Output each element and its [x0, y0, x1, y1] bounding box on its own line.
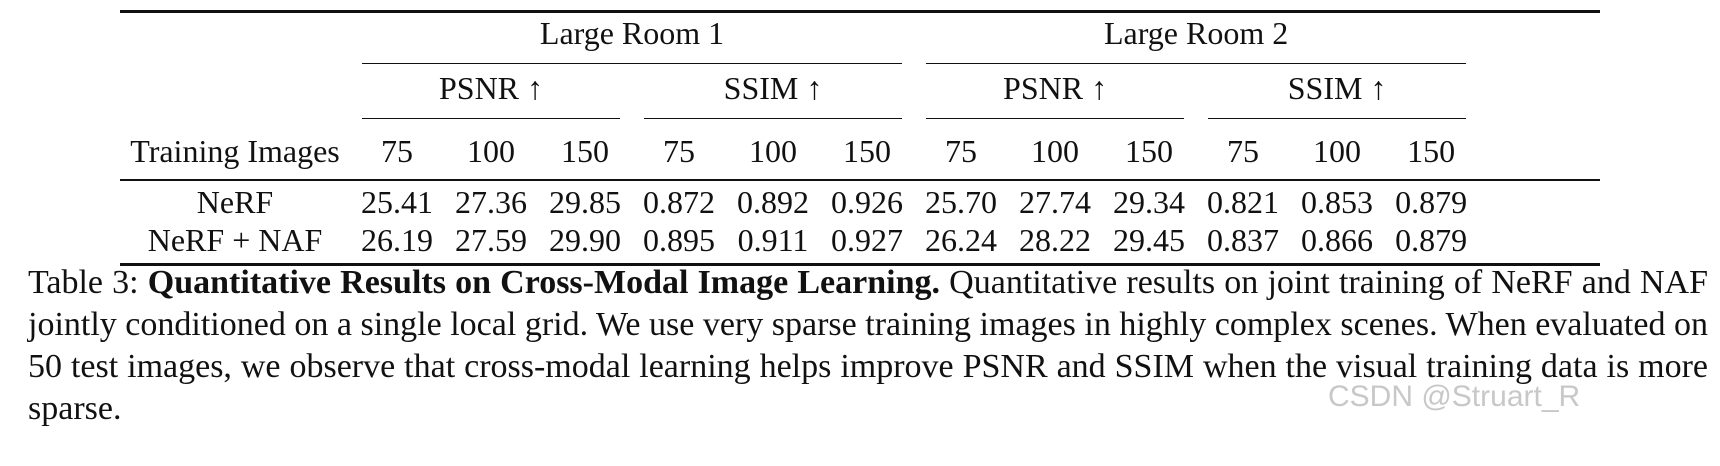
- empty-training-trailing: [1478, 123, 1601, 181]
- value-cell: 0.926: [831, 184, 904, 220]
- group-label-large-room-1: Large Room 1: [362, 17, 903, 64]
- value-cell: 25.41: [361, 184, 433, 220]
- value-cell-best: 0.837: [1207, 222, 1280, 258]
- caption-text: Quantitative results on joint training o…: [28, 264, 1708, 427]
- group-header-large-room-1: Large Room 1: [350, 10, 915, 67]
- metric-label: SSIM ↑: [644, 72, 903, 119]
- value-cell: 29.34: [1113, 184, 1186, 220]
- metric-header-row: PSNR ↑ SSIM ↑ PSNR ↑ SSIM ↑: [120, 67, 1600, 123]
- training-count-cell: 75: [1196, 123, 1291, 181]
- metric-header-cell: SSIM ↑: [1196, 67, 1478, 123]
- empty-metric-corner: [120, 67, 350, 123]
- value-cell-best: 29.45: [1113, 222, 1186, 258]
- training-count-cell: 100: [1290, 123, 1385, 181]
- training-count-cell: 75: [350, 123, 444, 181]
- training-count-cell: 75: [632, 123, 726, 181]
- metric-header-cell: SSIM ↑: [632, 67, 914, 123]
- value-cell-best: 0.927: [831, 222, 904, 258]
- empty-corner-cell: [120, 10, 350, 67]
- table-row-nerf: NeRF 25.41 27.36 29.85 0.872 0.892 0.926…: [120, 180, 1600, 223]
- training-count-cell: 100: [444, 123, 538, 181]
- method-name: NeRF + NAF: [147, 222, 323, 258]
- value-cell-best: 29.90: [549, 222, 621, 258]
- value-cell: 27.36: [455, 184, 527, 220]
- value-cell-best: 27.59: [455, 222, 527, 258]
- table-caption: Table 3: Quantitative Results on Cross-M…: [28, 262, 1708, 430]
- caption-title: Quantitative Results on Cross-Modal Imag…: [147, 264, 941, 301]
- training-count-cell: 150: [1384, 123, 1479, 181]
- row-header-training-images: Training Images: [120, 123, 350, 181]
- table-row-nerf-naf: NeRF + NAF 26.19 27.59 29.90 0.895 0.911…: [120, 223, 1600, 257]
- empty-trailing-cell: [1478, 10, 1601, 67]
- group-header-large-room-2: Large Room 2: [914, 10, 1479, 67]
- group-header-row: Large Room 1 Large Room 2: [120, 10, 1601, 67]
- training-count-cell: 150: [538, 123, 632, 181]
- empty-metric-trailing: [1478, 67, 1600, 123]
- method-name: NeRF: [196, 184, 274, 220]
- results-table-wrapper: Large Room 1 Large Room 2 PSNR ↑ SSIM ↑: [120, 10, 1601, 266]
- empty-trailing: [1478, 180, 1600, 223]
- metric-label: PSNR ↑: [926, 72, 1185, 119]
- metric-label: SSIM ↑: [1208, 72, 1467, 119]
- value-cell: 27.74: [1019, 184, 1092, 220]
- table-bottom-rule-row: [120, 257, 1601, 266]
- value-cell: 0.821: [1207, 184, 1280, 220]
- value-cell: 25.70: [925, 184, 998, 220]
- value-cell: 29.85: [549, 184, 621, 220]
- training-images-row: Training Images 75 100 150 75 100 150 75…: [120, 123, 1601, 181]
- training-count-cell: 75: [914, 123, 1009, 181]
- value-cell: 0.872: [643, 184, 715, 220]
- value-cell: 0.879: [1395, 184, 1468, 220]
- value-cell-best: 0.866: [1301, 222, 1374, 258]
- caption-label: Table 3:: [28, 264, 139, 301]
- value-cell: 0.853: [1301, 184, 1374, 220]
- metric-header-cell: PSNR ↑: [350, 67, 632, 123]
- value-cell: 0.892: [737, 184, 809, 220]
- training-count-cell: 100: [726, 123, 820, 181]
- bottom-rule: [120, 257, 1601, 266]
- results-table: Large Room 1 Large Room 2 PSNR ↑ SSIM ↑: [120, 10, 1601, 266]
- value-cell-best: 0.911: [737, 222, 809, 258]
- value-cell-best: 0.895: [643, 222, 715, 258]
- metric-label: PSNR ↑: [362, 72, 620, 119]
- value-cell-best: 26.24: [925, 222, 998, 258]
- empty-trailing: [1478, 223, 1600, 257]
- value-cell-best: 26.19: [361, 222, 433, 258]
- training-count-cell: 100: [1008, 123, 1103, 181]
- training-count-cell: 150: [1102, 123, 1197, 181]
- value-cell-best: 0.879: [1395, 222, 1468, 258]
- group-label-large-room-2: Large Room 2: [926, 17, 1467, 64]
- training-count-cell: 150: [820, 123, 915, 181]
- value-cell-best: 28.22: [1019, 222, 1092, 258]
- csdn-watermark: CSDN @Struart_R: [1328, 380, 1581, 413]
- metric-header-cell: PSNR ↑: [914, 67, 1196, 123]
